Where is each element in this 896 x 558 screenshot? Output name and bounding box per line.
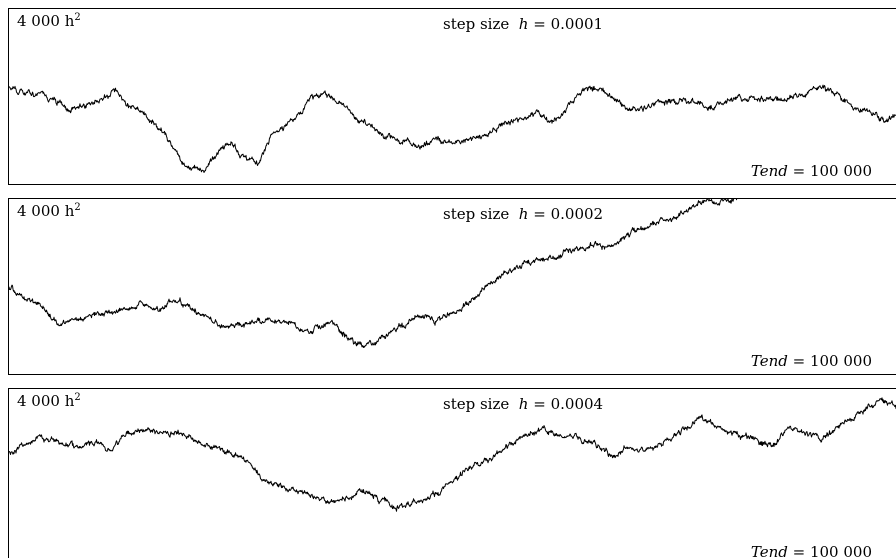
step-size-title-2: step size h = 0.0002 xyxy=(443,205,604,223)
y-label-3: 4 000 h2 xyxy=(17,392,81,410)
series-line-2 xyxy=(9,199,749,348)
chart-panel-1: 4 000 h2 step size h = 0.0001 Tend = 100… xyxy=(8,8,896,185)
chart-panel-2: 4 000 h2 step size h = 0.0002 Tend = 100… xyxy=(8,198,896,375)
tend-annotation-2: Tend = 100 000 xyxy=(750,352,872,370)
step-size-title-3: step size h = 0.0004 xyxy=(443,395,604,413)
step-size-title-1: step size h = 0.0001 xyxy=(443,15,604,33)
tend-annotation-3: Tend = 100 000 xyxy=(750,543,872,558)
series-line-1 xyxy=(9,84,896,173)
plot-area-1 xyxy=(9,84,896,173)
chart-panel-3: 4 000 h2 step size h = 0.0004 Tend = 100… xyxy=(8,388,896,558)
y-label-2: 4 000 h2 xyxy=(17,202,81,220)
series-line-3 xyxy=(9,397,896,512)
tend-annotation-1: Tend = 100 000 xyxy=(750,162,872,180)
plot-area-3 xyxy=(9,397,896,512)
plot-area-2 xyxy=(9,199,749,348)
y-label-1: 4 000 h2 xyxy=(17,12,81,30)
